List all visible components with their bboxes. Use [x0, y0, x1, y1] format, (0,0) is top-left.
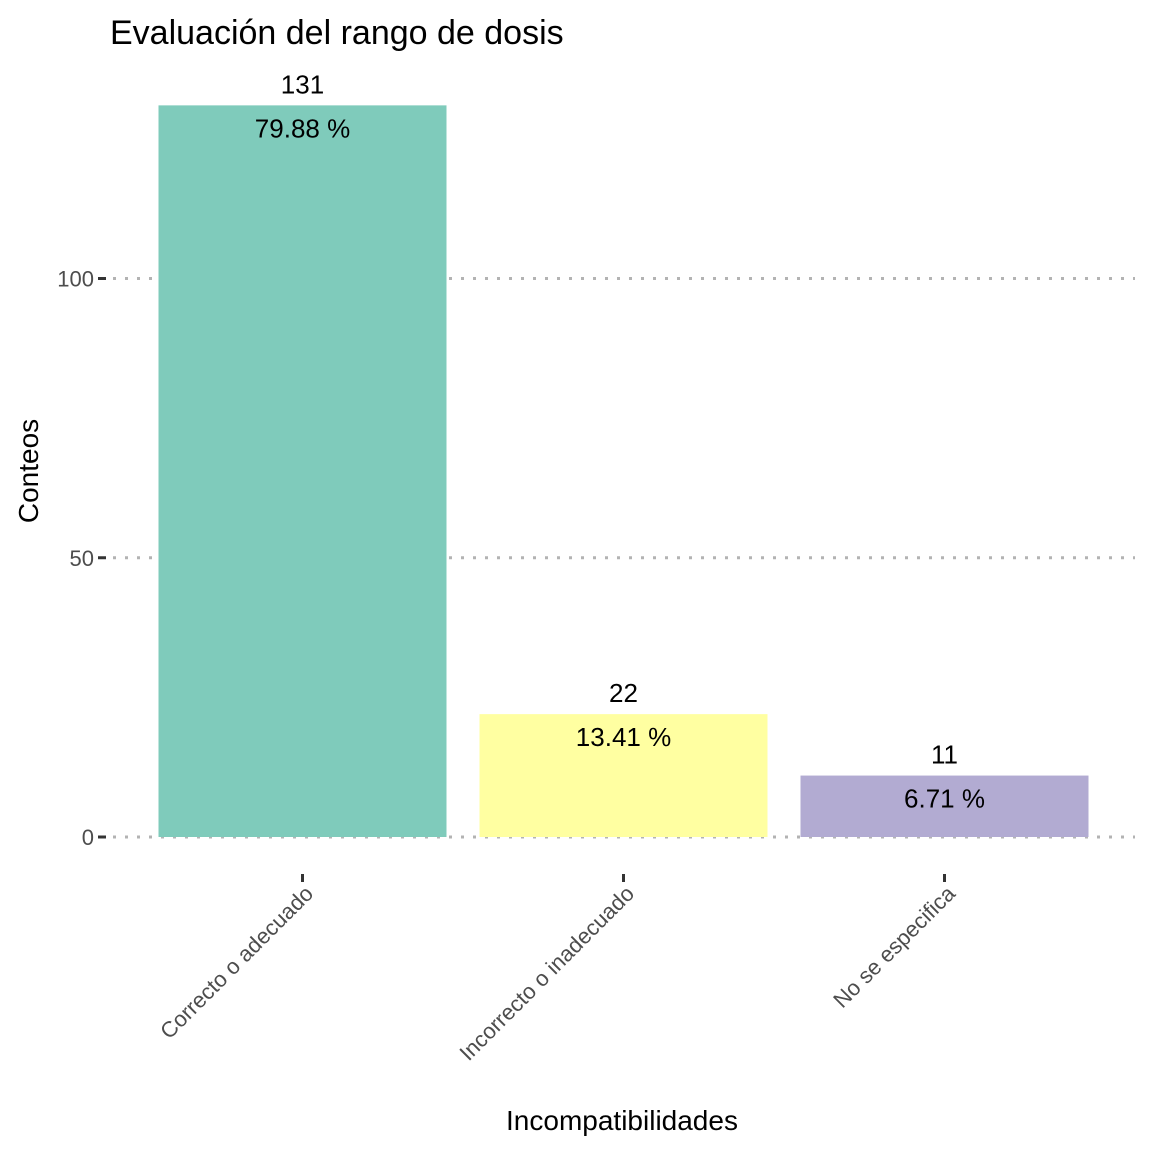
y-tick-label-0: 0 [82, 825, 94, 850]
bar-percent-label-2: 6.71 % [904, 784, 985, 814]
bar-count-label-2: 11 [931, 740, 958, 770]
y-tick-label-50: 50 [70, 546, 94, 571]
y-axis-title: Conteos [13, 419, 44, 523]
y-axis: 0 50 100 [57, 267, 106, 850]
bar-percent-label-0: 79.88 % [255, 113, 350, 143]
chart-title: Evaluación del rango de dosis [110, 14, 564, 52]
x-axis: Correcto o adecuado Incorrecto o inadecua… [155, 874, 961, 1066]
bar-2 [800, 775, 1089, 837]
bar-1 [479, 714, 768, 837]
bar-labels: 131 79.88 % 22 13.41 % 11 6.71 % [255, 69, 985, 813]
bar-percent-label-1: 13.41 % [576, 722, 671, 752]
y-tick-label-100: 100 [57, 267, 94, 292]
x-tick-label-2: No se especifica [828, 880, 960, 1012]
x-tick-label-1: Incorrecto o inadecuado [454, 881, 639, 1066]
bar-count-label-0: 131 [281, 69, 324, 99]
x-tick-label-0: Correcto o adecuado [155, 881, 318, 1044]
bars [158, 105, 1089, 838]
bar-0 [158, 105, 447, 838]
x-axis-title: Incompatibilidades [506, 1105, 738, 1136]
bar-count-label-1: 22 [609, 678, 638, 708]
